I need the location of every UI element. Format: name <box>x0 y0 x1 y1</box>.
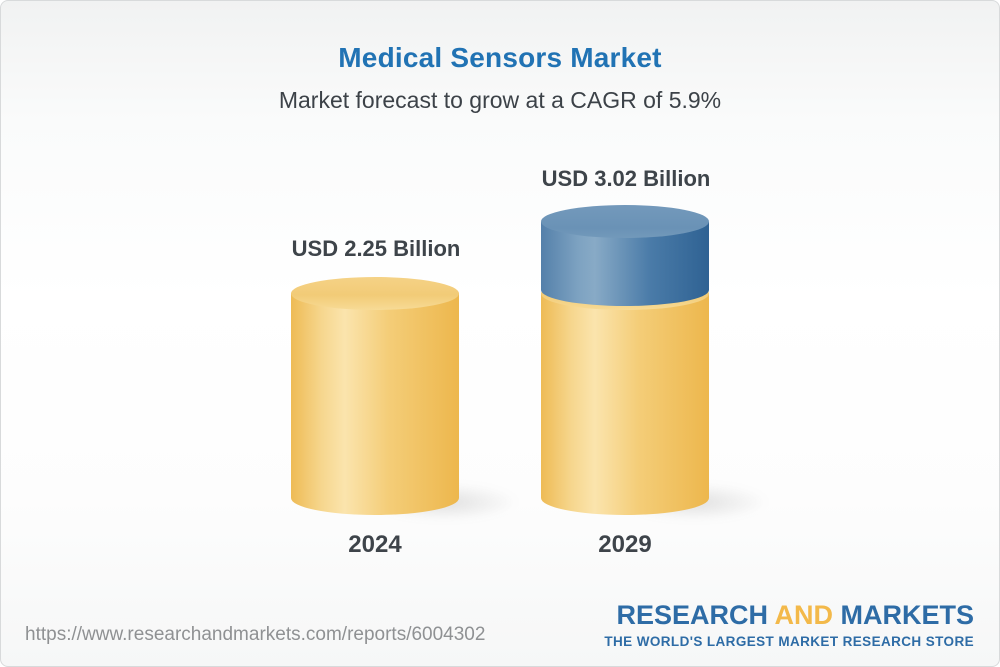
logo-word-and: AND <box>774 600 833 630</box>
bar-2024-top-face <box>291 277 459 310</box>
bar-2029-top-face <box>541 205 709 238</box>
brand-tagline: THE WORLD'S LARGEST MARKET RESEARCH STOR… <box>604 634 974 649</box>
bar-2024-base-segment <box>291 293 459 515</box>
logo-word-research: RESEARCH <box>616 600 768 630</box>
axis-label-2024: 2024 <box>348 531 402 558</box>
page-subtitle: Market forecast to grow at a CAGR of 5.9… <box>278 87 722 113</box>
bar-2029-base-segment <box>541 293 709 515</box>
page-title: Medical Sensors Market <box>338 42 662 73</box>
brand-logo-wordmark: RESEARCH AND MARKETS <box>604 600 974 631</box>
source-url: https://www.researchandmarkets.com/repor… <box>25 624 486 645</box>
axis-label-2029: 2029 <box>598 531 652 558</box>
value-label-2029: USD 3.02 Billion <box>541 166 711 191</box>
logo-word-markets: MARKETS <box>840 600 975 630</box>
value-label-2024: USD 2.25 Billion <box>291 236 461 261</box>
brand-logo: RESEARCH AND MARKETS THE WORLD'S LARGEST… <box>604 600 974 649</box>
